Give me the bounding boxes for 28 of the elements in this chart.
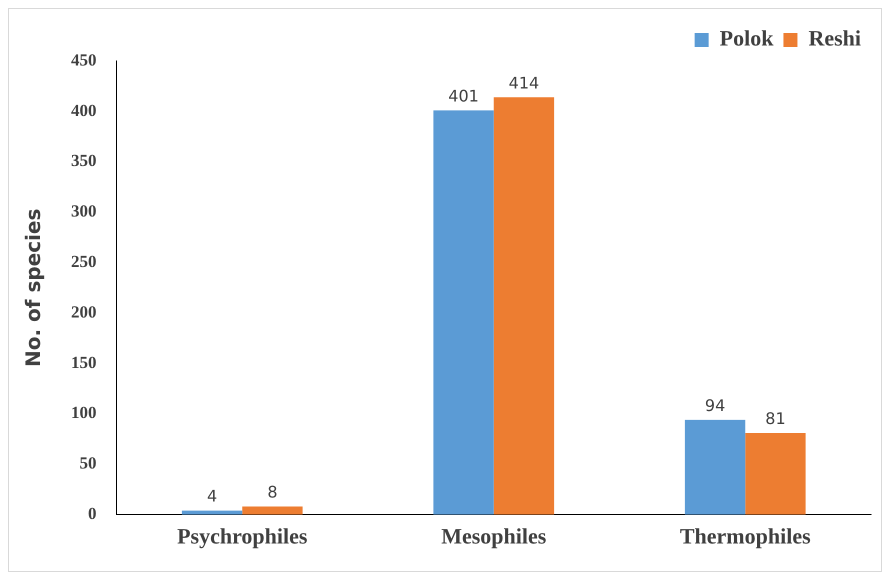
y-axis-title: No. of species [21, 208, 46, 368]
legend-label: Reshi [808, 26, 861, 51]
bar [494, 97, 554, 515]
bar [242, 506, 303, 515]
data-label: 8 [267, 482, 278, 502]
y-tick-label: 400 [71, 100, 96, 120]
data-label: 94 [704, 396, 726, 416]
bar [433, 110, 494, 515]
data-label: 414 [508, 73, 540, 92]
data-label: 4 [206, 486, 218, 506]
y-tick-label: 200 [71, 302, 96, 322]
x-tick-label: Thermophiles [680, 523, 812, 548]
y-tick-label: 100 [71, 403, 96, 422]
data-label: 401 [448, 86, 479, 106]
x-tick-label: Psychrophiles [177, 523, 308, 548]
y-tick-label: 150 [71, 352, 96, 372]
y-tick-label: 50 [80, 454, 96, 473]
bar [745, 432, 806, 515]
x-tick-label: Mesophiles [441, 523, 547, 548]
data-label: 81 [765, 409, 786, 428]
y-tick-label: 0 [88, 504, 96, 523]
y-tick-label: 300 [71, 202, 96, 221]
bar [182, 510, 242, 515]
y-tick-label: 450 [71, 50, 96, 70]
legend-label: Polok [720, 26, 774, 51]
bar [684, 420, 746, 515]
y-tick-label: 250 [71, 252, 96, 271]
y-tick-label: 350 [71, 151, 96, 170]
